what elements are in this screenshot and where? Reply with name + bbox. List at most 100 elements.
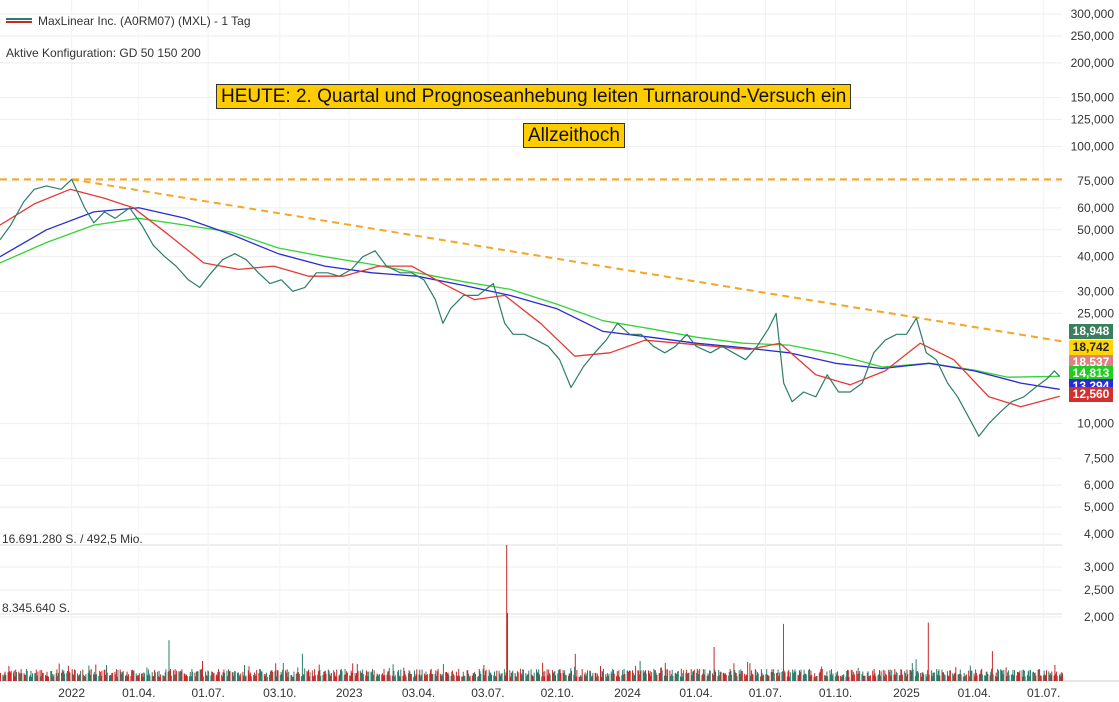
volume-bar xyxy=(189,672,191,681)
volume-bar xyxy=(613,670,614,681)
volume-bar xyxy=(8,666,10,681)
volume-bar xyxy=(375,676,377,681)
volume-bar xyxy=(536,671,538,681)
volume-bar xyxy=(539,674,540,681)
volume-bar xyxy=(42,672,44,681)
volume-bar xyxy=(856,674,858,681)
volume-bar xyxy=(543,676,545,681)
volume-bar xyxy=(634,674,636,681)
volume-bar xyxy=(480,674,482,681)
volume-bar xyxy=(795,671,797,681)
volume-bar xyxy=(9,672,11,681)
volume-bar xyxy=(648,670,649,681)
volume-bar xyxy=(154,672,156,681)
volume-bar xyxy=(722,672,724,681)
volume-bar xyxy=(312,675,314,681)
volume-bar xyxy=(563,673,565,681)
volume-bar xyxy=(366,671,368,681)
y-tick-label: 60,000 xyxy=(1077,201,1114,215)
volume-bar xyxy=(724,674,726,681)
volume-bar xyxy=(643,672,645,681)
volume-bar xyxy=(482,669,484,681)
volume-bar xyxy=(878,674,880,681)
volume-bar xyxy=(805,673,807,681)
volume-bar xyxy=(674,672,676,681)
volume-bar xyxy=(250,676,252,681)
volume-bar xyxy=(271,670,273,681)
volume-bar xyxy=(757,672,758,681)
volume-bar xyxy=(58,663,60,681)
volume-bar xyxy=(186,674,187,681)
volume-bar xyxy=(548,673,550,681)
volume-bar xyxy=(317,674,319,681)
volume-bar xyxy=(1042,675,1044,681)
x-tick-label: 2023 xyxy=(336,686,363,700)
volume-bar xyxy=(258,673,260,681)
series-gd150-line xyxy=(0,207,1060,390)
volume-bar xyxy=(638,674,640,681)
volume-bar xyxy=(798,675,800,681)
volume-bar xyxy=(490,672,492,681)
volume-bar xyxy=(969,665,971,681)
volume-bar xyxy=(730,671,732,681)
volume-bar xyxy=(383,668,385,681)
volume-bar xyxy=(189,676,191,681)
volume-bar xyxy=(450,676,452,681)
volume-bar xyxy=(213,672,215,681)
volume-bar xyxy=(984,675,986,681)
volume-bar xyxy=(947,675,949,681)
volume-bar xyxy=(39,670,41,681)
volume-bar xyxy=(245,675,247,681)
volume-bar xyxy=(224,672,226,681)
x-tick-label: 01.10. xyxy=(819,686,852,700)
volume-bar xyxy=(853,671,855,681)
volume-bar xyxy=(998,670,999,681)
volume-bar xyxy=(72,673,74,681)
volume-bar xyxy=(14,676,16,681)
volume-bar xyxy=(697,670,699,681)
volume-bar xyxy=(904,672,906,681)
volume-bar xyxy=(104,669,106,681)
volume-bar xyxy=(106,672,108,681)
volume-bar xyxy=(571,671,572,681)
chart-legend: MaxLinear Inc. (A0RM07) (MXL) - 1 Tag xyxy=(6,14,251,28)
volume-bar xyxy=(196,671,198,681)
volume-bar xyxy=(47,676,49,681)
volume-bar xyxy=(589,670,591,681)
y-tick-label: 40,000 xyxy=(1077,250,1114,264)
volume-bar xyxy=(626,670,628,681)
volume-bar xyxy=(733,663,735,681)
volume-bar xyxy=(927,670,929,681)
volume-bar xyxy=(728,675,730,681)
volume-bar xyxy=(13,672,14,681)
volume-panel[interactable] xyxy=(0,545,1063,681)
volume-bar xyxy=(239,676,241,681)
y-tick-label: 6,000 xyxy=(1084,478,1114,492)
volume-bar xyxy=(847,670,849,681)
volume-bar xyxy=(201,668,203,681)
volume-bar xyxy=(960,674,962,681)
volume-bar xyxy=(787,671,789,681)
volume-bar xyxy=(167,671,169,681)
volume-bar xyxy=(1060,676,1062,681)
series-price-line xyxy=(0,178,1061,437)
volume-bar xyxy=(115,674,117,681)
volume-bar xyxy=(515,676,517,681)
volume-bar xyxy=(1023,669,1025,681)
volume-bar xyxy=(389,675,391,681)
volume-bar xyxy=(949,670,951,681)
volume-bar xyxy=(672,675,674,681)
volume-bar xyxy=(712,675,714,681)
volume-bar xyxy=(864,675,866,681)
volume-bar xyxy=(344,668,346,681)
volume-bar xyxy=(114,671,116,681)
volume-bar xyxy=(510,673,512,681)
volume-bar xyxy=(682,673,684,681)
volume-bar xyxy=(765,674,767,681)
volume-bar xyxy=(127,676,129,681)
price-panel[interactable] xyxy=(0,178,1063,437)
volume-bar xyxy=(4,671,6,681)
volume-bar xyxy=(405,676,407,681)
volume-bar xyxy=(797,674,799,681)
volume-bar xyxy=(350,670,352,681)
